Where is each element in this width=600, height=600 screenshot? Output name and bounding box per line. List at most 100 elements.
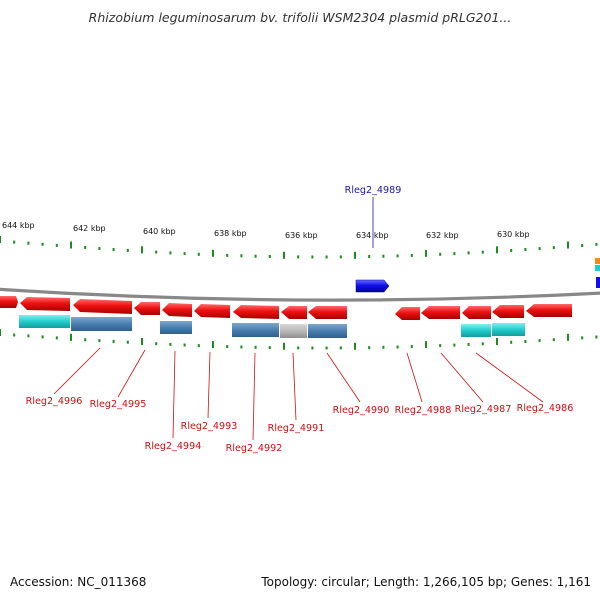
minor-tick — [595, 335, 598, 339]
gene-reverse[interactable] — [492, 305, 524, 318]
cog-box-steel[interactable] — [160, 321, 192, 334]
minor-tick — [453, 252, 456, 256]
gene-reverse[interactable] — [0, 296, 18, 308]
minor-tick — [27, 241, 30, 245]
minor-tick — [13, 333, 16, 337]
cog-box-cyan[interactable] — [19, 315, 70, 328]
minor-tick — [112, 339, 115, 343]
gene-label-rleg2-4986[interactable]: Rleg2_4986 — [517, 403, 574, 414]
gene-label-rleg2-4989[interactable]: Rleg2_4989 — [345, 185, 402, 196]
leader-line — [292, 352, 297, 421]
gene-reverse[interactable] — [73, 299, 132, 314]
major-tick — [212, 341, 214, 349]
minor-tick — [268, 346, 271, 350]
cog-box-cyan[interactable] — [492, 323, 525, 336]
gene-reverse[interactable] — [20, 297, 70, 311]
minor-tick — [581, 244, 584, 247]
gene-labels-bottom: Rleg2_4996 Rleg2_4995 Rleg2_4994 Rleg2_4… — [26, 396, 574, 454]
minor-tick — [55, 243, 58, 247]
minor-tick — [368, 255, 371, 258]
gene-label-rleg2-4988[interactable]: Rleg2_4988 — [395, 405, 452, 416]
accession-text: Accession: NC_011368 — [10, 575, 147, 589]
scale-ticks-top — [0, 236, 598, 259]
minor-tick — [453, 343, 456, 347]
leader-line — [406, 352, 423, 403]
minor-tick — [41, 335, 44, 339]
minor-tick — [467, 342, 470, 346]
minor-tick — [311, 255, 314, 259]
gene-reverse[interactable] — [134, 302, 160, 315]
edge-features — [595, 258, 600, 288]
topology-summary: Topology: circular; Length: 1,266,105 bp… — [261, 575, 591, 589]
gene-reverse[interactable] — [526, 304, 572, 317]
major-tick — [567, 241, 569, 249]
gene-reverse[interactable] — [308, 306, 347, 319]
gene-reverse[interactable] — [462, 306, 491, 319]
minor-tick — [339, 255, 342, 259]
minor-tick — [254, 345, 257, 349]
edge-feature-blue — [596, 277, 600, 288]
cog-box-steel[interactable] — [232, 323, 279, 337]
gene-label-rleg2-4996[interactable]: Rleg2_4996 — [26, 396, 83, 407]
major-tick — [141, 246, 143, 254]
edge-feature-cyan — [595, 265, 600, 271]
major-tick — [496, 338, 498, 345]
gene-reverse[interactable] — [421, 306, 460, 319]
major-tick — [354, 342, 356, 350]
major-tick — [354, 251, 356, 259]
minor-tick — [126, 248, 129, 252]
minor-tick — [98, 339, 101, 343]
minor-tick — [410, 253, 413, 257]
minor-tick — [538, 247, 541, 251]
minor-tick — [41, 242, 44, 246]
gene-reverse[interactable] — [233, 305, 279, 319]
major-tick — [496, 246, 498, 254]
gene-label-rleg2-4991[interactable]: Rleg2_4991 — [268, 423, 325, 434]
minor-tick — [268, 255, 271, 258]
minor-tick — [410, 345, 413, 349]
cog-box-steel[interactable] — [308, 324, 347, 338]
minor-tick — [510, 249, 513, 252]
gene-reverse[interactable] — [281, 306, 307, 319]
leader-line — [207, 351, 211, 419]
minor-tick — [552, 246, 555, 250]
gene-reverse[interactable] — [395, 307, 420, 320]
minor-tick — [552, 338, 555, 342]
leader-line — [117, 349, 146, 398]
minor-tick — [581, 336, 584, 340]
major-tick — [567, 333, 569, 341]
gene-reverse[interactable] — [162, 303, 192, 317]
minor-tick — [98, 247, 101, 250]
gene-label-rleg2-4995[interactable]: Rleg2_4995 — [90, 399, 147, 410]
scale-label: 638 kbp — [214, 229, 247, 238]
gene-label-rleg2-4992[interactable]: Rleg2_4992 — [226, 443, 283, 454]
minor-tick — [439, 252, 442, 256]
minor-tick — [297, 346, 300, 350]
reverse-genes — [0, 296, 572, 320]
gene-forward-rleg2-4989[interactable] — [355, 279, 390, 293]
major-tick — [425, 341, 427, 349]
cog-box-grey[interactable] — [280, 324, 307, 338]
gene-label-rleg2-4993[interactable]: Rleg2_4993 — [181, 421, 238, 432]
cog-box-cyan[interactable] — [461, 324, 491, 337]
minor-tick — [254, 254, 257, 258]
minor-tick — [439, 344, 442, 348]
minor-tick — [226, 253, 229, 257]
minor-tick — [339, 346, 342, 350]
gene-reverse[interactable] — [194, 304, 230, 318]
major-tick — [70, 333, 72, 341]
cog-box-steel[interactable] — [71, 317, 132, 331]
scale-label: 642 kbp — [73, 224, 106, 233]
minor-tick — [595, 242, 598, 246]
minor-tick — [396, 254, 399, 258]
leader-line — [326, 352, 361, 403]
gene-label-rleg2-4990[interactable]: Rleg2_4990 — [333, 405, 390, 416]
minor-tick — [311, 346, 314, 350]
major-tick — [283, 251, 285, 259]
gene-label-rleg2-4994[interactable]: Rleg2_4994 — [145, 441, 202, 452]
minor-tick — [169, 251, 172, 255]
minor-tick — [325, 255, 328, 259]
gene-label-rleg2-4987[interactable]: Rleg2_4987 — [455, 404, 512, 415]
minor-tick — [126, 340, 129, 344]
